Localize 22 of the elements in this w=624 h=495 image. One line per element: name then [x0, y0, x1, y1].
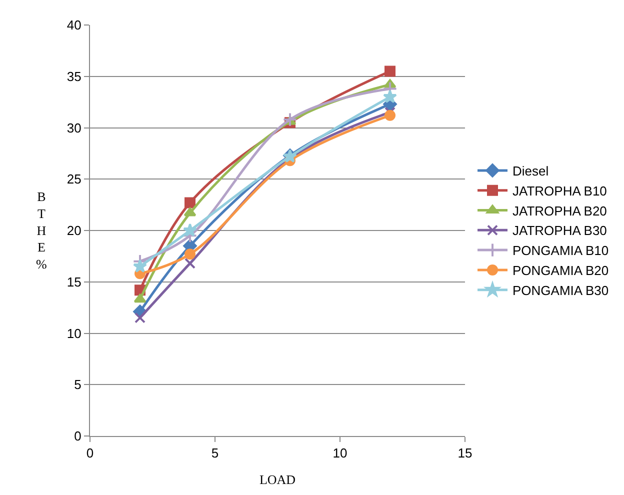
legend-label: PONGAMIA B20 — [512, 263, 609, 278]
x-tick-label: 15 — [458, 446, 472, 461]
legend-label: Diesel — [512, 164, 549, 179]
x-tick-label: 0 — [86, 446, 94, 461]
y-tick-label: 10 — [66, 326, 82, 341]
y-tick-label: 40 — [66, 18, 82, 33]
y-axis-title: B T H E % — [36, 189, 47, 272]
y-tick-label: 0 — [74, 428, 82, 444]
legend-label: JATROPHA B20 — [512, 203, 607, 218]
legend-label: PONGAMIA B10 — [512, 243, 609, 258]
legend-label: JATROPHA B10 — [512, 183, 607, 198]
x-tick-label: 10 — [332, 446, 348, 461]
y-tick-label: 25 — [66, 172, 82, 187]
x-axis-title: LOAD — [259, 472, 296, 488]
y-tick-label: 20 — [66, 223, 82, 238]
y-tick-label: 35 — [66, 68, 82, 84]
x-tick-label: 5 — [211, 446, 219, 461]
y-tick-label: 30 — [66, 120, 82, 136]
legend-label: JATROPHA B30 — [512, 223, 607, 238]
y-tick-label: 5 — [74, 377, 82, 392]
legend-label: PONGAMIA B30 — [512, 282, 609, 298]
y-tick-label: 15 — [66, 274, 82, 290]
